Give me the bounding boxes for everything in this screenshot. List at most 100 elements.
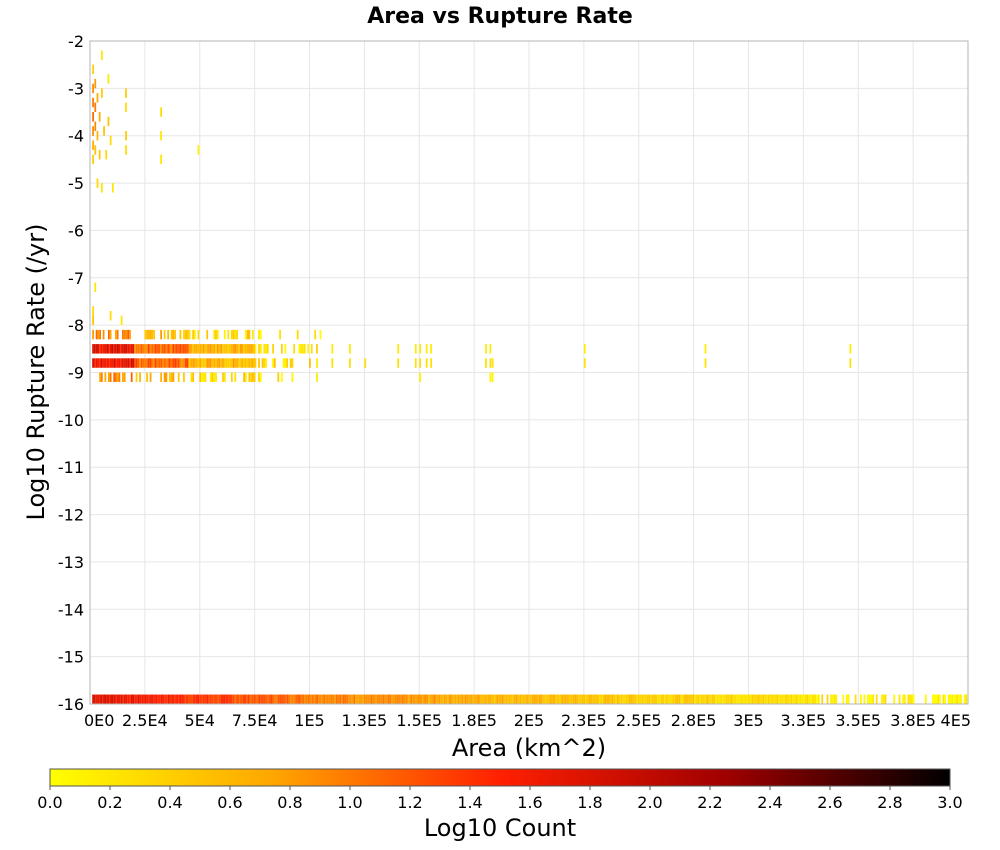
heatmap-cell (122, 344, 124, 354)
heatmap-cell (578, 694, 580, 704)
heatmap-cell (570, 694, 573, 704)
heatmap-cell (107, 372, 110, 382)
heatmap-cell (185, 694, 188, 704)
heatmap-cell (704, 694, 707, 704)
heatmap-cell (215, 358, 217, 368)
heatmap-cell (92, 64, 94, 75)
y-tick-label: -13 (58, 553, 84, 572)
heatmap-cell (97, 329, 100, 340)
heatmap-cell (702, 694, 705, 704)
heatmap-cell (572, 694, 575, 704)
heatmap-cell (156, 344, 159, 354)
heatmap-cell (722, 694, 724, 704)
heatmap-cell (552, 694, 555, 704)
heatmap-cell (349, 344, 351, 354)
heatmap-cell (644, 694, 647, 704)
heatmap-cell (349, 694, 352, 704)
heatmap-cell (230, 372, 233, 382)
heatmap-cell (130, 372, 133, 382)
heatmap-cell (234, 372, 237, 382)
heatmap-cell (632, 694, 635, 704)
heatmap-cell (197, 358, 200, 368)
heatmap-cell (274, 694, 277, 704)
heatmap-cell (183, 329, 185, 340)
colorbar-ticks: 0.0 0.2 0.4 0.6 0.8 1.0 1.2 1.4 1.6 1.8 2.0 2.2 2.4 2… (37, 786, 963, 812)
heatmap-cell (816, 694, 818, 704)
heatmap-cell (195, 344, 198, 354)
heatmap-cell (232, 344, 235, 354)
heatmap-cell (118, 358, 121, 368)
heatmap-cell (487, 694, 490, 704)
heatmap-cell (507, 694, 509, 704)
heatmap-cell (288, 694, 291, 704)
heatmap-cell (244, 358, 247, 368)
colorbar-tick-label: 1.4 (457, 793, 482, 812)
colorbar (50, 769, 950, 786)
heatmap-cell (428, 694, 430, 704)
heatmap-cell (132, 344, 135, 354)
heatmap-cell (148, 694, 151, 704)
heatmap-cell (845, 694, 848, 704)
heatmap-cell (139, 372, 141, 382)
heatmap-cell (611, 694, 614, 704)
heatmap-cell (211, 694, 214, 704)
heatmap-cell (949, 694, 952, 704)
heatmap-cell (678, 694, 681, 704)
heatmap-cell (963, 694, 966, 704)
heatmap-cell (374, 694, 377, 704)
heatmap-cell (170, 329, 173, 340)
heatmap-cell (133, 344, 136, 354)
heatmap-cell (881, 694, 883, 704)
heatmap-cell (491, 694, 494, 704)
heatmap-cell (99, 358, 101, 368)
heatmap-cell (316, 694, 319, 704)
heatmap-cell (351, 694, 354, 704)
heatmap-cell (387, 694, 390, 704)
heatmap-cell (681, 694, 684, 704)
heatmap-cell (405, 694, 407, 704)
heatmap-cell (332, 694, 335, 704)
heatmap-cell (146, 358, 148, 368)
heatmap-cell (190, 358, 193, 368)
heatmap-cell (316, 372, 318, 382)
heatmap-cell (586, 694, 589, 704)
heatmap-cell (365, 694, 368, 704)
y-tick-label: -5 (68, 174, 84, 193)
heatmap-cell (399, 694, 402, 704)
heatmap-cell (454, 694, 457, 704)
heatmap-cell (125, 694, 128, 704)
heatmap-cell (445, 694, 448, 704)
heatmap-cell (284, 694, 287, 704)
heatmap-cell (817, 694, 820, 704)
heatmap-cell (419, 344, 422, 354)
heatmap-cell (95, 329, 98, 340)
heatmap-cell (470, 694, 472, 704)
heatmap-cell (183, 358, 185, 368)
heatmap-cell (435, 694, 437, 704)
heatmap-cell (456, 694, 458, 704)
heatmap-cell (676, 694, 679, 704)
heatmap-cell (188, 358, 191, 368)
x-tick-label: 4E5 (941, 711, 971, 730)
heatmap-cell (279, 329, 281, 340)
heatmap-cell (188, 694, 191, 704)
heatmap-cell (355, 694, 357, 704)
heatmap-cell (281, 694, 284, 704)
heatmap-cell (160, 344, 162, 354)
heatmap-cell (106, 344, 108, 354)
heatmap-cell (540, 694, 543, 704)
heatmap-cell (161, 358, 164, 368)
colorbar-tick-label: 0.0 (37, 793, 62, 812)
heatmap-cell (172, 694, 175, 704)
heatmap-cell (515, 694, 518, 704)
heatmap-cell (566, 694, 569, 704)
heatmap-cell (944, 694, 947, 704)
heatmap-cell (125, 329, 128, 340)
y-axis-label: Log10 Rupture Rate (/yr) (22, 224, 50, 521)
heatmap-cell (364, 358, 367, 368)
heatmap-cell (430, 358, 432, 368)
heatmap-cell (140, 344, 143, 354)
heatmap-cell (715, 694, 717, 704)
heatmap-cell (129, 358, 131, 368)
heatmap-cell (378, 694, 381, 704)
